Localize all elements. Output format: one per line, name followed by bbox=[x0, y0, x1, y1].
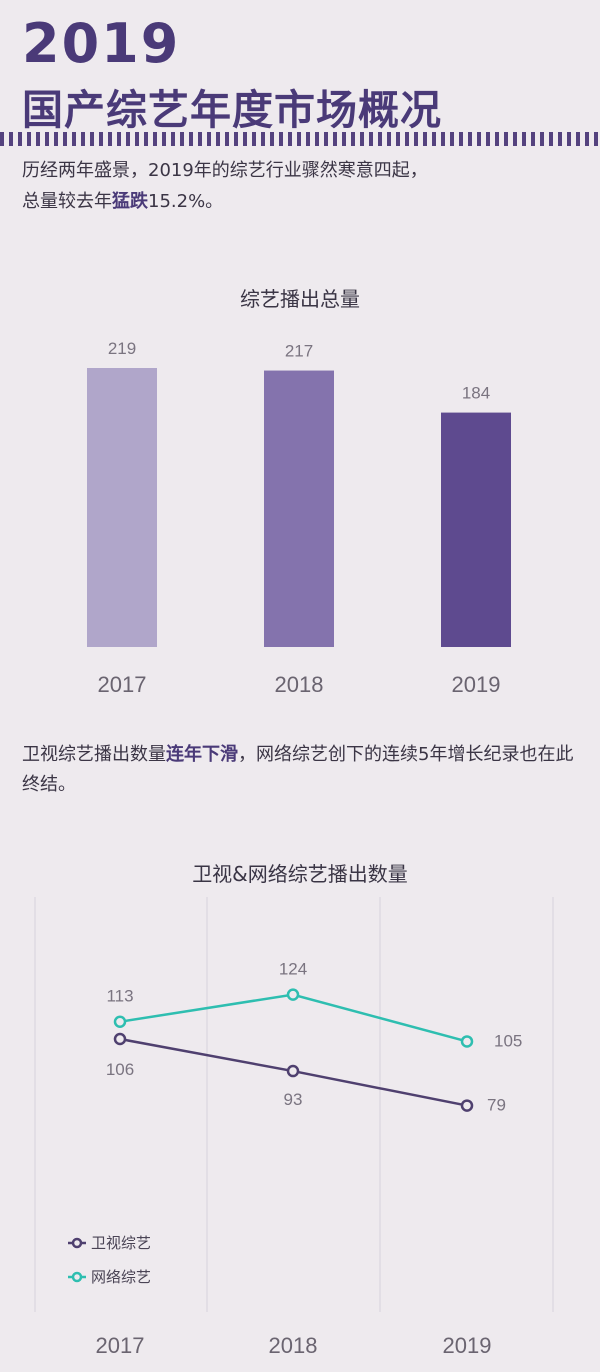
paragraph-2: 卫视综艺播出数量连年下滑，网络综艺创下的连续5年增长纪录也在此终结。 bbox=[22, 740, 587, 800]
page-year: 2019 bbox=[22, 12, 181, 75]
series-0-label-2018: 93 bbox=[284, 1090, 303, 1109]
para2-highlight: 连年下滑 bbox=[166, 744, 238, 765]
x-tick-label-2019: 2019 bbox=[452, 672, 501, 697]
bar-chart-title: 综艺播出总量 bbox=[240, 287, 360, 311]
bar-2019 bbox=[441, 412, 511, 647]
intro-text: 历经两年盛景，2019年的综艺行业骤然寒意四起， 总量较去年猛跌15.2%。 bbox=[22, 155, 582, 217]
intro-line2-suffix: 15.2%。 bbox=[148, 191, 224, 212]
bar-value-label-2018: 217 bbox=[285, 342, 313, 361]
legend-marker-0 bbox=[71, 1237, 83, 1249]
series-0-point-2018 bbox=[286, 1064, 300, 1078]
series-0-label-2017: 106 bbox=[106, 1060, 134, 1079]
series-0-label-2019: 79 bbox=[487, 1096, 506, 1115]
bar-chart: 219 2017 217 2018 184 2019 bbox=[87, 339, 511, 697]
bar-2017 bbox=[87, 368, 157, 647]
x-tick-label-2017: 2017 bbox=[98, 672, 147, 697]
series-1-label-2018: 124 bbox=[279, 960, 307, 979]
series-0-point-2019 bbox=[460, 1099, 474, 1112]
series-1-point-2019 bbox=[460, 1035, 474, 1048]
bar-2018 bbox=[264, 370, 334, 647]
title-divider bbox=[0, 132, 600, 146]
para2-part2: ，网络综艺创下的连续5年增长纪录也在此终结。 bbox=[22, 744, 574, 795]
bar-value-label-2019: 184 bbox=[462, 384, 490, 403]
series-line-1 bbox=[119, 993, 468, 1043]
series-1-label-2019: 105 bbox=[494, 1031, 522, 1050]
x-tick-label-2017: 2017 bbox=[96, 1333, 145, 1358]
intro-line1: 历经两年盛景，2019年的综艺行业骤然寒意四起， bbox=[22, 160, 428, 181]
series-1-label-2017: 113 bbox=[106, 987, 133, 1006]
legend-marker-1 bbox=[71, 1271, 83, 1283]
intro-line2-prefix: 总量较去年 bbox=[22, 191, 112, 212]
series-1-point-2018 bbox=[286, 988, 300, 1001]
x-tick-label-2018: 2018 bbox=[275, 672, 324, 697]
series-0-point-2017 bbox=[113, 1032, 127, 1046]
page-title: 国产综艺年度市场概况 bbox=[22, 86, 442, 134]
bar-value-label-2017: 219 bbox=[108, 339, 136, 358]
legend-label-1: 网络综艺 bbox=[91, 1268, 151, 1286]
x-tick-label-2019: 2019 bbox=[443, 1333, 492, 1358]
para2-part1: 卫视综艺播出数量 bbox=[22, 744, 166, 765]
legend-label-0: 卫视综艺 bbox=[91, 1234, 151, 1252]
intro-highlight: 猛跌 bbox=[112, 191, 148, 212]
x-tick-label-2018: 2018 bbox=[269, 1333, 318, 1358]
series-1-point-2017 bbox=[113, 1015, 127, 1028]
line-chart-title: 卫视&网络综艺播出数量 bbox=[192, 862, 408, 886]
